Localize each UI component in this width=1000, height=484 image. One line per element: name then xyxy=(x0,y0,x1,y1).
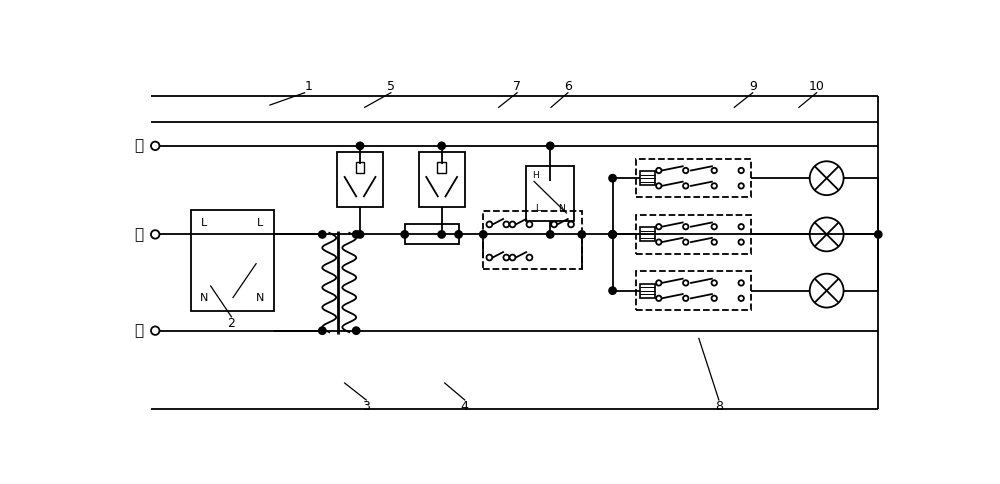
Circle shape xyxy=(656,168,661,173)
Circle shape xyxy=(352,231,360,238)
Circle shape xyxy=(486,255,492,260)
Circle shape xyxy=(683,168,688,173)
Bar xyxy=(636,159,751,197)
Circle shape xyxy=(356,231,364,238)
Text: 5: 5 xyxy=(387,80,395,93)
Text: N: N xyxy=(256,293,264,303)
Circle shape xyxy=(609,175,616,182)
Circle shape xyxy=(683,183,688,189)
Bar xyxy=(356,162,364,173)
Circle shape xyxy=(356,142,364,150)
Bar xyxy=(636,272,751,310)
Circle shape xyxy=(712,280,717,286)
Circle shape xyxy=(609,231,616,238)
Circle shape xyxy=(527,222,532,227)
Circle shape xyxy=(510,255,515,260)
Circle shape xyxy=(438,142,445,150)
Circle shape xyxy=(503,255,509,260)
Circle shape xyxy=(401,231,408,238)
Circle shape xyxy=(527,255,532,260)
Circle shape xyxy=(319,231,326,238)
Circle shape xyxy=(712,224,717,229)
Circle shape xyxy=(875,231,882,238)
Circle shape xyxy=(683,280,688,286)
Circle shape xyxy=(609,231,616,238)
Text: N: N xyxy=(200,293,209,303)
Bar xyxy=(405,225,459,244)
Circle shape xyxy=(656,224,661,229)
Text: 10: 10 xyxy=(809,80,825,93)
Text: N: N xyxy=(558,204,565,213)
Text: 零: 零 xyxy=(134,323,144,338)
Circle shape xyxy=(656,280,661,286)
Circle shape xyxy=(319,327,326,334)
Text: 8: 8 xyxy=(715,400,723,413)
Circle shape xyxy=(455,231,462,238)
Circle shape xyxy=(738,240,744,245)
Text: L: L xyxy=(535,204,540,213)
Text: 地: 地 xyxy=(134,138,144,153)
Text: 1: 1 xyxy=(305,80,312,93)
Circle shape xyxy=(151,326,159,335)
Circle shape xyxy=(712,296,717,301)
Bar xyxy=(419,152,465,208)
Circle shape xyxy=(712,183,717,189)
Circle shape xyxy=(609,231,616,238)
Circle shape xyxy=(683,296,688,301)
Circle shape xyxy=(738,280,744,286)
Text: 6: 6 xyxy=(564,80,572,93)
Circle shape xyxy=(486,222,492,227)
Circle shape xyxy=(547,142,554,150)
Circle shape xyxy=(503,222,509,227)
Bar xyxy=(636,215,751,254)
Circle shape xyxy=(738,183,744,189)
Circle shape xyxy=(151,230,159,239)
Circle shape xyxy=(712,240,717,245)
Text: 7: 7 xyxy=(513,80,521,93)
Bar xyxy=(640,284,655,298)
Bar xyxy=(526,166,574,221)
Text: L: L xyxy=(257,218,263,228)
Circle shape xyxy=(683,240,688,245)
Circle shape xyxy=(578,231,585,238)
Circle shape xyxy=(551,222,557,227)
Circle shape xyxy=(656,296,661,301)
Circle shape xyxy=(547,231,554,238)
Text: 9: 9 xyxy=(749,80,757,93)
Circle shape xyxy=(480,231,487,238)
Circle shape xyxy=(712,168,717,173)
Circle shape xyxy=(609,287,616,294)
Circle shape xyxy=(438,231,445,238)
Text: 火: 火 xyxy=(134,227,144,242)
Bar xyxy=(191,210,274,311)
Circle shape xyxy=(568,222,574,227)
Circle shape xyxy=(683,224,688,229)
Bar xyxy=(640,171,655,185)
Circle shape xyxy=(510,222,515,227)
Circle shape xyxy=(656,183,661,189)
Text: 3: 3 xyxy=(362,400,370,413)
Text: L: L xyxy=(201,218,208,228)
Bar xyxy=(337,152,383,208)
Circle shape xyxy=(151,142,159,150)
Text: H: H xyxy=(532,171,539,180)
Bar xyxy=(483,211,582,269)
Circle shape xyxy=(352,327,360,334)
Circle shape xyxy=(738,168,744,173)
Text: 4: 4 xyxy=(461,400,469,413)
Bar xyxy=(437,162,446,173)
Circle shape xyxy=(656,240,661,245)
Text: 2: 2 xyxy=(228,317,235,330)
Circle shape xyxy=(738,224,744,229)
Bar xyxy=(640,227,655,242)
Circle shape xyxy=(738,296,744,301)
